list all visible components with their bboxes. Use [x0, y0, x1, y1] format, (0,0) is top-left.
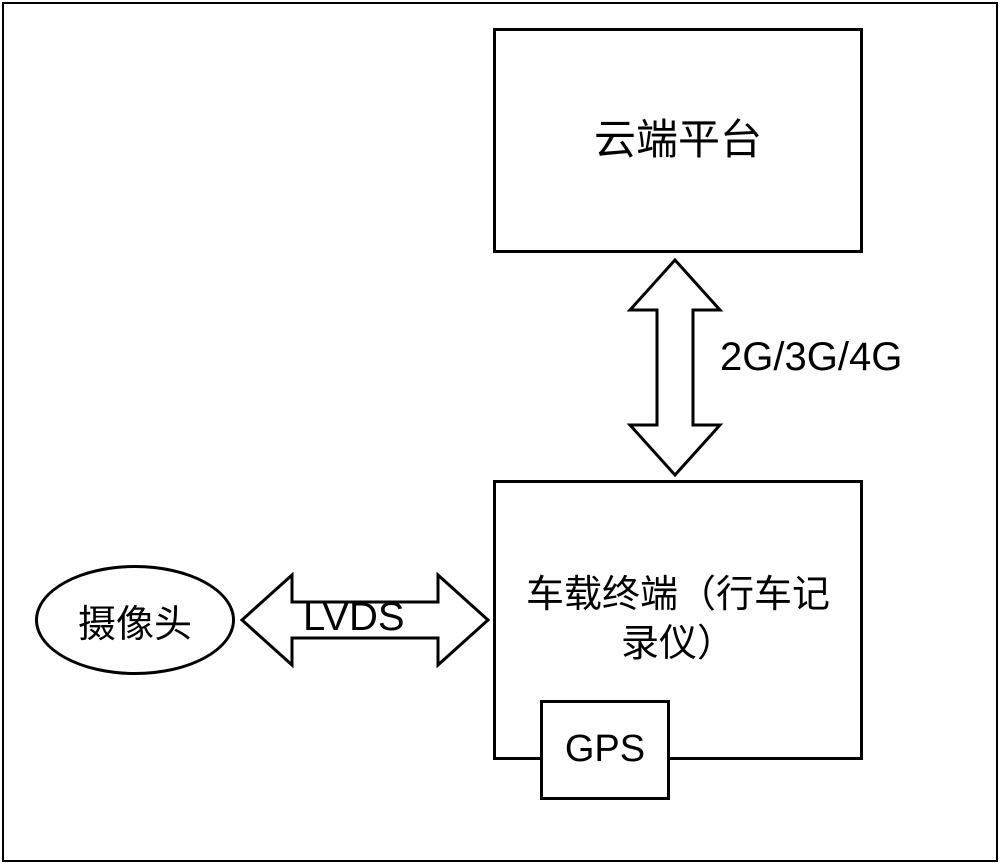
- diagram-canvas: 云端平台 2G/3G/4G 车载终端（行车记 录仪） GPS 摄像头 LVDS: [0, 0, 1000, 864]
- label-lvds: LVDS: [303, 595, 405, 640]
- label-lvds-text: LVDS: [303, 595, 405, 639]
- arrow-camera-terminal: [0, 0, 1000, 864]
